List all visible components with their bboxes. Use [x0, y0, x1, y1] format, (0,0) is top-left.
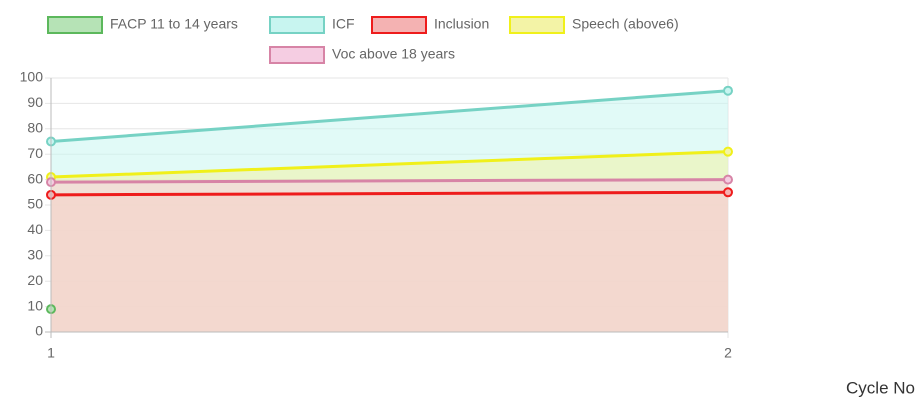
legend-swatch — [509, 16, 565, 34]
y-tick-label: 50 — [27, 196, 43, 212]
legend-swatch — [269, 16, 325, 34]
x-tick-label: 2 — [724, 345, 732, 361]
line — [50, 150, 729, 179]
y-tick-label: 20 — [27, 272, 43, 288]
y-tick-label: 30 — [27, 247, 43, 263]
point — [723, 146, 733, 157]
line — [50, 190, 729, 197]
x-axis-title: Cycle No — [846, 378, 915, 397]
legend-swatch — [47, 16, 103, 34]
legend-label: ICF — [332, 16, 355, 32]
point — [723, 187, 733, 198]
y-tick-label: 0 — [35, 323, 43, 339]
line — [50, 178, 729, 184]
y-tick-label: 70 — [27, 145, 43, 161]
legend-swatch — [269, 46, 325, 64]
legend-swatch — [371, 16, 427, 34]
legend-label: Voc above 18 years — [332, 46, 455, 62]
legend-label: Inclusion — [434, 16, 489, 32]
legend-label: Speech (above6) — [572, 16, 679, 32]
y-tick-label: 60 — [27, 170, 43, 186]
area — [51, 179, 728, 332]
y-tick-label: 90 — [27, 94, 43, 110]
y-tick-label: 100 — [20, 69, 44, 85]
y-tick-label: 40 — [27, 221, 43, 237]
y-tick-label: 80 — [27, 120, 43, 136]
x-tick-label: 1 — [47, 345, 55, 361]
y-tick-label: 10 — [27, 297, 43, 313]
point — [723, 174, 733, 185]
point — [723, 85, 733, 96]
line — [50, 89, 729, 143]
legend-label: FACP 11 to 14 years — [110, 16, 238, 32]
